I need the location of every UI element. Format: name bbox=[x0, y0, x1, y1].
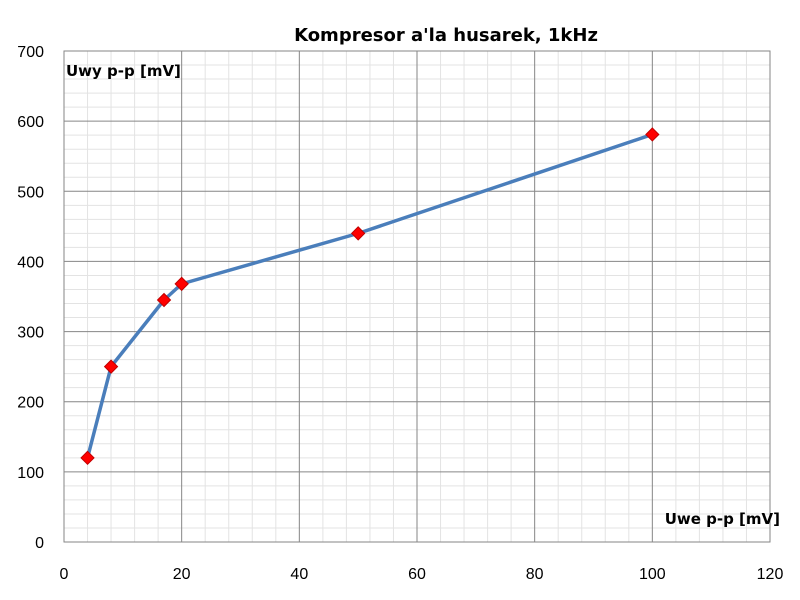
y-tick-labels: 0 100 200 300 400 500 600 700 bbox=[17, 44, 44, 552]
y-tick-label: 300 bbox=[17, 325, 44, 342]
plot-area-frame bbox=[63, 50, 771, 543]
y-tick-label: 0 bbox=[35, 535, 44, 552]
data-point bbox=[645, 127, 660, 142]
x-tick-label: 100 bbox=[639, 566, 666, 583]
data-point bbox=[156, 292, 172, 308]
data-point bbox=[350, 226, 366, 241]
series-markers bbox=[80, 127, 660, 466]
y-tick-label: 100 bbox=[17, 465, 44, 482]
y-tick-label: 700 bbox=[17, 44, 44, 61]
x-tick-label: 20 bbox=[173, 566, 191, 583]
y-tick-label: 600 bbox=[17, 114, 44, 131]
y-axis-title: Uwy p-p [mV] bbox=[66, 62, 181, 80]
x-tick-labels: 0 20 40 60 80 100 120 bbox=[60, 566, 784, 583]
x-tick-label: 0 bbox=[60, 566, 69, 583]
x-tick-label: 40 bbox=[290, 566, 308, 583]
y-tick-label: 200 bbox=[17, 395, 44, 412]
series-line bbox=[85, 132, 655, 460]
data-point bbox=[103, 359, 119, 374]
y-tick-label: 500 bbox=[17, 184, 44, 201]
series-lines bbox=[85, 132, 655, 460]
x-tick-label: 80 bbox=[526, 566, 544, 583]
y-tick-label: 400 bbox=[17, 254, 44, 271]
x-axis-title: Uwe p-p [mV] bbox=[665, 510, 780, 528]
x-tick-label: 120 bbox=[757, 566, 784, 583]
chart-title: Kompresor a'la husarek, 1kHz bbox=[294, 25, 598, 46]
x-tick-label: 60 bbox=[408, 566, 426, 583]
data-point bbox=[174, 276, 189, 292]
data-point bbox=[80, 450, 95, 466]
